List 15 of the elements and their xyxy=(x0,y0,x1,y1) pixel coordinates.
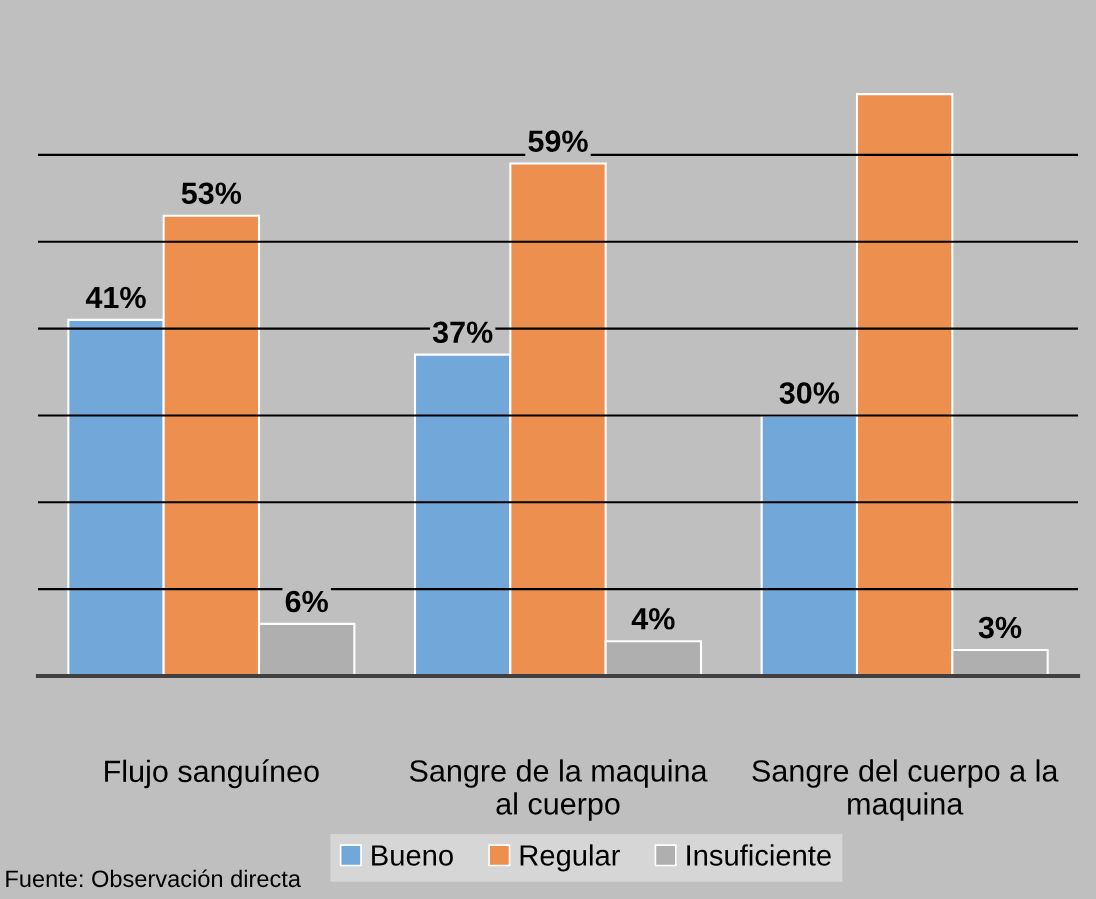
x-tick-label: Sangre de la maquina al cuerpo xyxy=(409,759,708,821)
data-label: 4% xyxy=(631,608,675,630)
data-label: 30% xyxy=(779,382,840,404)
x-tick-label: Sangre del cuerpo a la maquina xyxy=(752,759,1059,821)
data-label: 37% xyxy=(432,321,493,344)
data-label: 59% xyxy=(528,130,588,152)
source-note: Fuente: Observación directa xyxy=(6,869,301,888)
x-tick-label: Flujo sanguíneo xyxy=(105,759,319,789)
data-label: 53% xyxy=(181,182,242,205)
data-label: 41% xyxy=(85,286,146,309)
legend-label: Insuficiente xyxy=(687,844,831,866)
legend-label: Regular xyxy=(520,844,620,872)
data-label: 3% xyxy=(978,616,1022,639)
data-label: 6% xyxy=(285,590,328,613)
legend-label: Bueno xyxy=(372,845,453,866)
